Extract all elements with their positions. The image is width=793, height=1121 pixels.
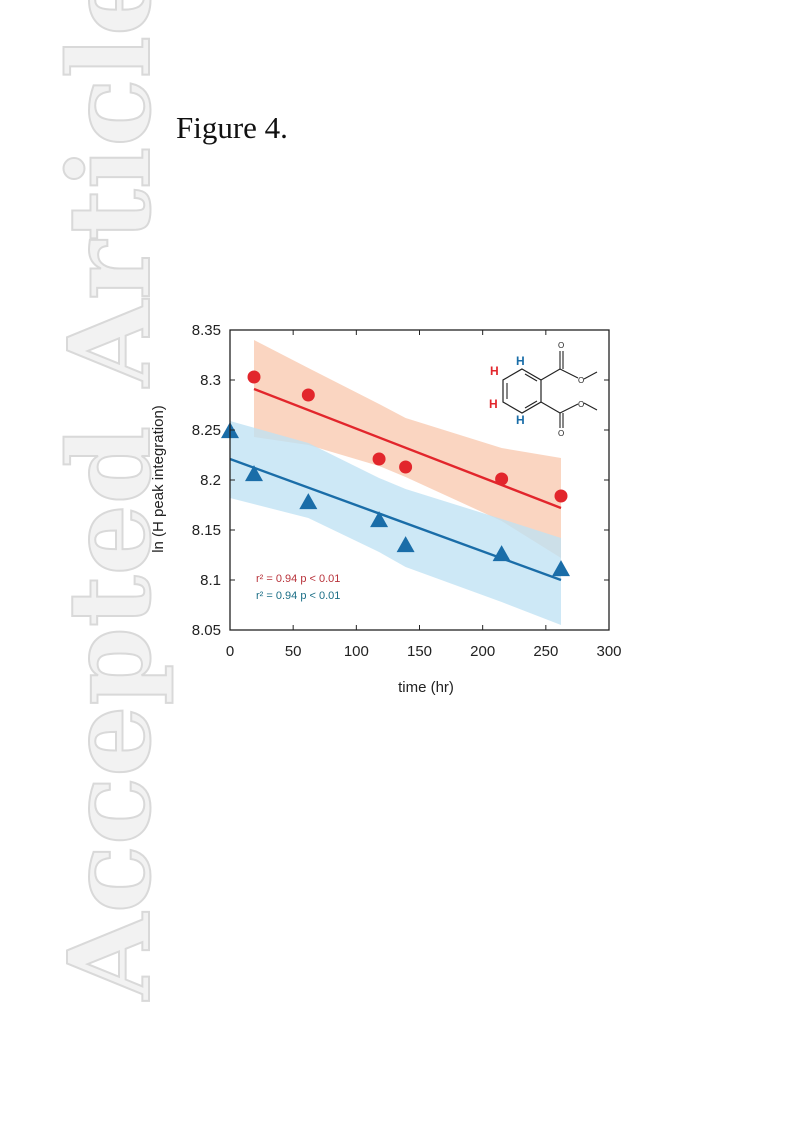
data-point-circle (495, 472, 509, 486)
data-point-circle (399, 460, 413, 474)
oxygen-label: O (558, 341, 564, 350)
x-tick-label: 0 (226, 643, 234, 660)
data-point-circle (554, 489, 568, 503)
methyl-bond (583, 371, 598, 380)
y-tick-label: 8.1 (200, 572, 221, 589)
x-tick-label: 150 (407, 643, 432, 660)
ring-double-bond (524, 373, 538, 382)
y-tick-label: 8.3 (200, 372, 221, 389)
figure-label: Figure 4. (176, 110, 288, 145)
y-tick-label: 8.15 (192, 522, 221, 539)
y-tick-label: 8.2 (200, 472, 221, 489)
data-points (221, 370, 570, 577)
y-tick-label: 8.25 (192, 422, 221, 439)
methyl-bond (583, 402, 598, 411)
h-label-bottom: H (516, 413, 525, 427)
y-tick-label: 8.05 (192, 622, 221, 639)
axis-ticks: 0 50 100 150 200 250 300 8.05 8.1 8.15 8.2 8.25 8.3 8… (192, 322, 622, 660)
x-axis-label: time (hr) (398, 679, 454, 696)
data-point-triangle (245, 465, 264, 482)
h-label-left-upper: H (490, 364, 499, 378)
y-tick-label: 8.35 (192, 322, 221, 339)
data-point-triangle (370, 511, 389, 528)
molecule-inset: O O O O H H H H (489, 341, 598, 438)
ring-double-bond (524, 400, 538, 409)
x-tick-label: 250 (533, 643, 558, 660)
ester-bond (540, 368, 561, 381)
stat-text-blue: r² = 0.94 p < 0.01 (256, 590, 340, 602)
data-point-circle (247, 370, 261, 384)
fit-line-0 (253, 387, 562, 510)
benzene-ring (502, 368, 542, 414)
oxygen-label: O (578, 400, 584, 409)
x-tick-label: 200 (470, 643, 495, 660)
h-label-top: H (516, 354, 525, 368)
x-tick-label: 100 (344, 643, 369, 660)
stat-text-red: r² = 0.94 p < 0.01 (256, 573, 340, 585)
y-axis-label: ln (H peak integration) (150, 405, 167, 553)
data-point-triangle (299, 493, 318, 510)
h-label-left-lower: H (489, 397, 498, 411)
confidence-band-1 (230, 421, 561, 625)
data-point-triangle (396, 536, 415, 553)
oxygen-label: O (578, 376, 584, 385)
oxygen-label: O (558, 429, 564, 438)
ester-bond (559, 368, 579, 379)
ester-bond (540, 401, 561, 414)
x-tick-label: 50 (285, 643, 302, 660)
data-point-circle (301, 388, 315, 402)
data-point-triangle (551, 560, 570, 577)
ester-bond (559, 403, 579, 414)
x-tick-label: 300 (596, 643, 621, 660)
data-point-circle (372, 452, 386, 466)
data-point-triangle (492, 545, 511, 562)
